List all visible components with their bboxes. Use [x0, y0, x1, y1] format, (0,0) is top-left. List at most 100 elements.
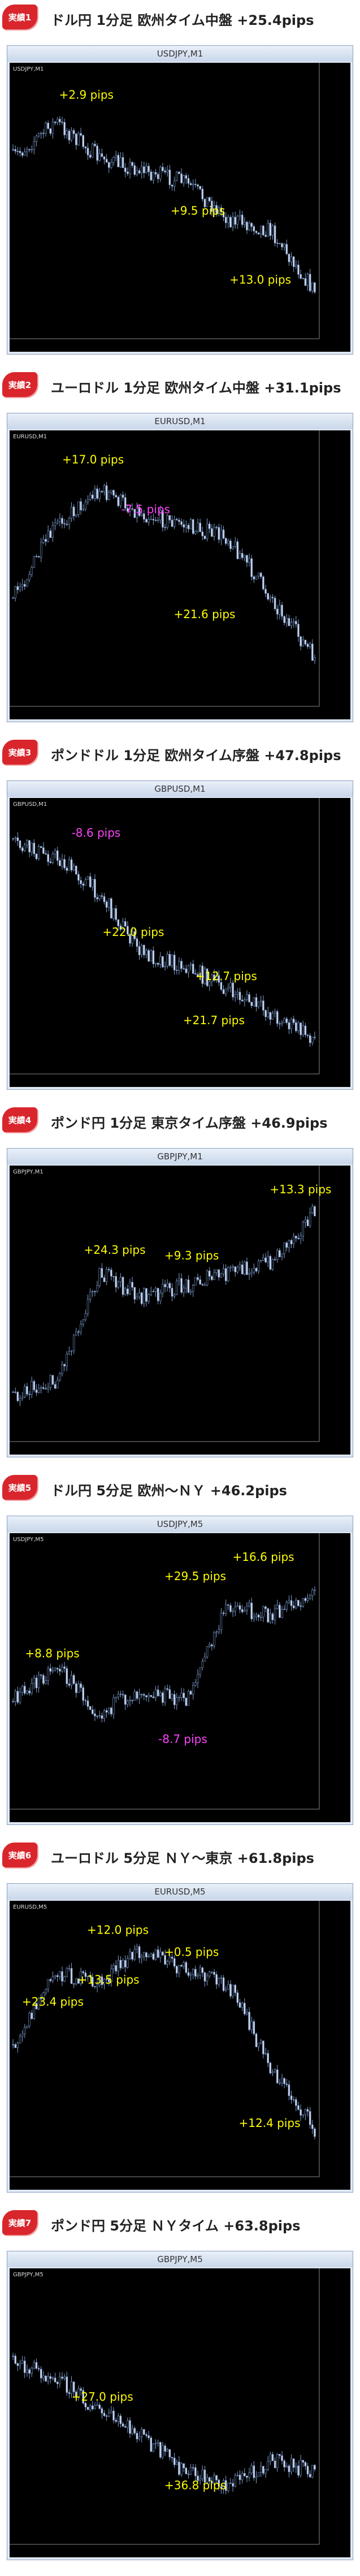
- candle-body: [31, 843, 33, 852]
- candle-body: [246, 1261, 248, 1275]
- candle-body: [183, 1288, 185, 1293]
- candle-body: [92, 1977, 94, 1987]
- candle-body: [56, 850, 59, 861]
- candle-body: [238, 1605, 241, 1610]
- candle-body: [42, 2375, 45, 2379]
- candle-body: [49, 128, 52, 134]
- candle-body: [257, 2043, 260, 2047]
- candle-body: [218, 1269, 220, 1278]
- section: 実績2 ユーロドル 1分足 欧州タイム中盤 +31.1pips EURUSD,M1 E…: [0, 368, 360, 735]
- candle-body: [285, 1242, 288, 1248]
- pips-label: +12.0 pips: [87, 1923, 149, 1937]
- candle-body: [82, 1971, 84, 1973]
- candle-body: [300, 1236, 302, 1239]
- candle-body: [222, 2480, 225, 2489]
- candle-body: [180, 1693, 183, 1698]
- candle-body: [187, 1691, 190, 1706]
- candle-body: [279, 243, 281, 244]
- window-title: GBPJPY,M5: [7, 2251, 353, 2267]
- candle-body: [115, 1276, 117, 1288]
- candle-body: [300, 636, 302, 646]
- candle-body: [84, 1313, 87, 1321]
- candle-body: [288, 618, 290, 626]
- candle-body: [66, 524, 68, 525]
- candle-body: [24, 584, 26, 587]
- candle-body: [274, 225, 276, 244]
- badge: 実績7: [2, 2210, 37, 2235]
- candle-body: [208, 981, 211, 986]
- candle-body: [122, 1694, 124, 1695]
- candle-body: [180, 1278, 183, 1293]
- candle-body: [192, 519, 194, 534]
- candle-body: [47, 1668, 49, 1681]
- candle-body: [208, 1971, 211, 1977]
- candle-body: [183, 524, 185, 528]
- candle-body: [269, 2454, 272, 2462]
- candle-body: [250, 2465, 253, 2473]
- candle-body: [82, 508, 84, 511]
- candle-body: [70, 2381, 73, 2394]
- candle-body: [162, 956, 164, 968]
- candle-body: [33, 2362, 36, 2368]
- candle-body: [178, 2461, 180, 2475]
- candle-body: [208, 1270, 211, 1277]
- candle-body: [103, 156, 106, 159]
- candle-body: [227, 1267, 229, 1281]
- candle-body: [37, 1675, 40, 1688]
- candle-body: [75, 1331, 77, 1336]
- candle-body: [110, 1270, 112, 1277]
- candle-body: [259, 572, 262, 577]
- candle-body: [148, 2435, 150, 2438]
- candle-body: [220, 208, 223, 213]
- candle-body: [224, 989, 227, 994]
- candle-body: [59, 1971, 61, 1977]
- candle-body: [127, 1701, 129, 1705]
- candle-body: [138, 1694, 141, 1699]
- candle-body: [176, 1966, 178, 1974]
- pips-label: +13.3 pips: [270, 1183, 331, 1196]
- candle-body: [80, 880, 82, 884]
- candle-body: [105, 1710, 108, 1712]
- candle-body: [122, 494, 124, 498]
- candle-body: [227, 1984, 229, 1990]
- candle-body: [288, 1600, 290, 1603]
- candle-body: [31, 567, 33, 575]
- candle-body: [238, 2002, 241, 2008]
- candle-body: [133, 165, 136, 175]
- candle-body: [304, 2462, 307, 2466]
- candle-body: [159, 167, 162, 179]
- candle-body: [213, 974, 215, 981]
- candle-body: [264, 2469, 267, 2474]
- candle-body: [70, 859, 73, 870]
- candle-body: [285, 2465, 288, 2467]
- heading: ユーロドル 1分足 欧州タイム中盤 +31.1pips: [51, 380, 341, 396]
- candle-body: [309, 2474, 311, 2478]
- candle-body: [89, 2405, 92, 2410]
- candle-body: [267, 223, 269, 237]
- candle-body: [131, 1699, 133, 1701]
- candle-body: [185, 968, 188, 973]
- candle-body: [314, 282, 316, 292]
- pips-label: +21.7 pips: [183, 1013, 245, 1027]
- candle-body: [215, 1632, 218, 1633]
- candle-body: [164, 1284, 166, 1287]
- candle-body: [248, 994, 250, 1003]
- candle-body: [14, 2044, 16, 2048]
- candle-body: [101, 491, 103, 493]
- candle-body: [306, 274, 309, 286]
- chart-symbol: GBPUSD,M1: [13, 801, 47, 808]
- candle-body: [302, 1222, 304, 1236]
- candle-body: [185, 2467, 188, 2474]
- candle-body: [236, 1992, 239, 2003]
- candle-body: [211, 2481, 213, 2484]
- chart-area: EURUSD,M1 +17.0 pips -7.5 pips +21.6 pips: [10, 430, 350, 719]
- candle-body: [112, 157, 115, 163]
- candle-body: [133, 2428, 136, 2433]
- candle-body: [234, 994, 236, 998]
- candle-body: [101, 153, 103, 157]
- candle-body: [37, 556, 40, 558]
- candle-body: [168, 1957, 171, 1962]
- candle-body: [59, 518, 61, 522]
- candle-body: [229, 1984, 232, 1997]
- candle-body: [72, 1675, 75, 1684]
